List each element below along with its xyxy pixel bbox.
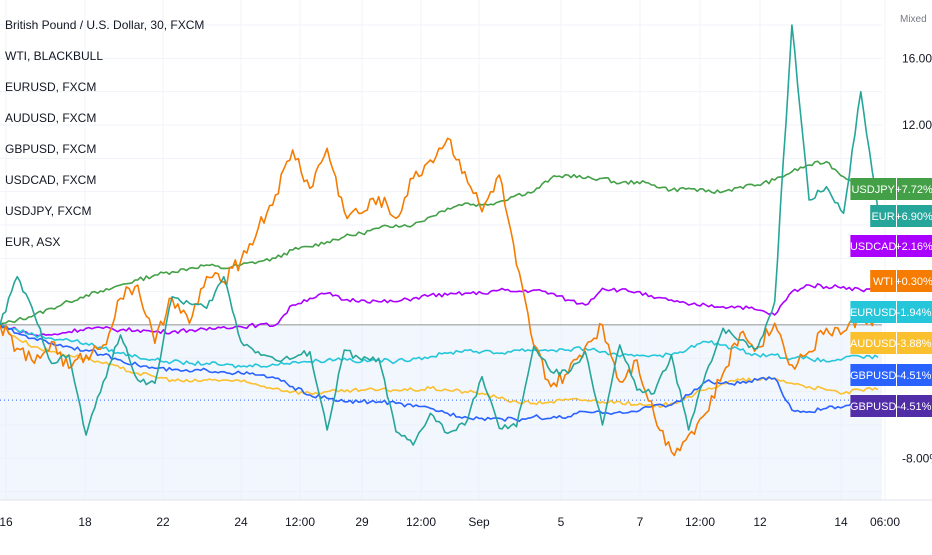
x-tick-label: 12:00: [285, 515, 315, 529]
badge-value-bg: [897, 178, 932, 200]
legend: British Pound / U.S. Dollar, 30, FXCM WT…: [5, 18, 204, 266]
price-badge-gbpusd[interactable]: GBPUSD -4.51%: [850, 395, 932, 417]
series-line-audusd[interactable]: [0, 324, 879, 409]
badge-symbol: USDJPY: [851, 184, 895, 196]
x-tick-label: 12: [753, 515, 767, 529]
badge-symbol-bg: [850, 301, 896, 323]
badge-value: -4.51%: [897, 401, 932, 413]
badge-value: -3.88%: [897, 338, 932, 350]
badge-value: +2.16%: [895, 241, 932, 253]
badge-symbol-bg: [870, 205, 896, 227]
price-badge-eurusd[interactable]: EURUSD -1.94%: [850, 301, 932, 323]
badge-symbol-bg: [850, 395, 896, 417]
legend-overlay-eur[interactable]: EUR, ASX: [5, 235, 61, 249]
price-badge-eur[interactable]: EUR +6.90%: [870, 205, 932, 227]
price-badge-gbpusd[interactable]: GBPUSD -4.51%: [850, 364, 932, 386]
x-tick-label: Sep: [468, 515, 490, 529]
badge-value-bg: [897, 364, 932, 386]
badge-value-bg: [897, 270, 932, 292]
badge-symbol: EURUSD: [850, 307, 897, 319]
badge-value: +0.30%: [895, 276, 932, 288]
main-series-area: [0, 325, 882, 500]
badge-value: -1.94%: [897, 307, 932, 319]
badge-value-bg: [897, 235, 932, 257]
badge-value-bg: [897, 301, 932, 323]
badge-value: -4.51%: [897, 370, 932, 382]
y-tick-label: 16.00%: [902, 51, 932, 65]
x-tick-label: 22: [156, 515, 170, 529]
badge-symbol-bg: [870, 270, 896, 292]
x-tick-label: 5: [558, 515, 565, 529]
badge-symbol-bg: [850, 332, 896, 354]
legend-main-symbol[interactable]: British Pound / U.S. Dollar, 30, FXCM: [5, 18, 205, 32]
badge-value-bg: [897, 332, 932, 354]
series-line-usdjpy[interactable]: [0, 160, 879, 326]
badge-symbol-bg: [850, 364, 896, 386]
series-line-wti[interactable]: [0, 137, 879, 457]
scale-mode-label[interactable]: Mixed: [900, 14, 927, 25]
x-tick-label: 7: [637, 515, 644, 529]
badge-symbol: EUR: [871, 211, 894, 223]
legend-overlay-gbpusd[interactable]: GBPUSD, FXCM: [5, 142, 97, 156]
badge-symbol: GBPUSD: [850, 370, 897, 382]
legend-overlay-eurusd[interactable]: EURUSD, FXCM: [5, 80, 97, 94]
x-tick-label: 16: [0, 515, 13, 529]
badge-symbol: GBPUSD: [850, 401, 897, 413]
badge-value-bg: [897, 205, 932, 227]
badge-value: +7.72%: [895, 184, 932, 196]
badge-symbol-bg: [850, 178, 896, 200]
legend-overlay-usdcad[interactable]: USDCAD, FXCM: [5, 173, 97, 187]
x-tick-label: 12:00: [685, 515, 715, 529]
y-tick-label: 12.00%: [902, 118, 932, 132]
legend-overlay-audusd[interactable]: AUDUSD, FXCM: [5, 111, 97, 125]
x-tick-label: 18: [78, 515, 92, 529]
price-badge-usdjpy[interactable]: USDJPY +7.72%: [850, 178, 932, 200]
x-tick-label: 12:00: [406, 515, 436, 529]
badge-symbol: WTI: [873, 276, 893, 288]
series-line-gbpusd[interactable]: [0, 324, 879, 423]
legend-overlay-usdjpy[interactable]: USDJPY, FXCM: [5, 204, 92, 218]
badge-value-bg: [897, 395, 932, 417]
legend-overlay-wti[interactable]: WTI, BLACKBULL: [5, 49, 104, 63]
price-badge-usdcad[interactable]: USDCAD+2.16%: [850, 235, 932, 257]
badge-symbol: AUDUSD: [850, 338, 897, 350]
x-tick-label: 29: [355, 515, 369, 529]
x-tick-label: 24: [234, 515, 248, 529]
badge-symbol-bg: [850, 235, 896, 257]
x-tick-label: 14: [834, 515, 848, 529]
y-tick-label: -8.00%: [902, 451, 932, 465]
series-line-usdcad[interactable]: [0, 283, 879, 337]
x-tick-label: 06:00: [870, 515, 900, 529]
series-line-eur[interactable]: [0, 24, 879, 446]
price-badge-audusd[interactable]: AUDUSD -3.88%: [850, 332, 932, 354]
badge-symbol: USDCAD: [850, 241, 897, 253]
badge-value: +6.90%: [895, 211, 932, 223]
price-badge-wti[interactable]: WTI +0.30%: [870, 270, 932, 292]
